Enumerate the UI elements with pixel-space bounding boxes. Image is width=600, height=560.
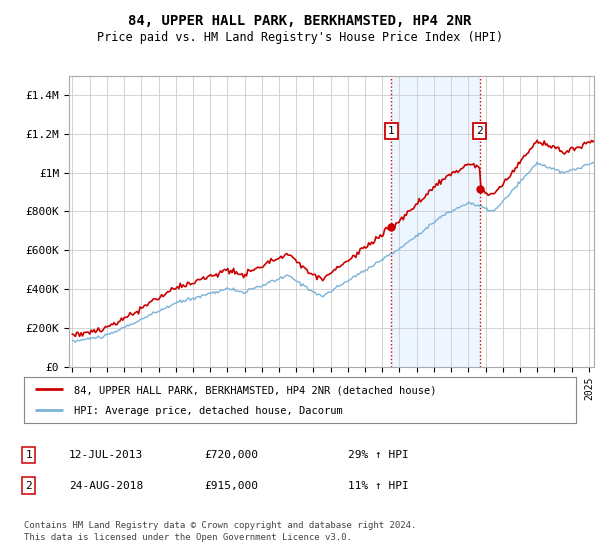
Text: 1: 1: [25, 450, 32, 460]
Text: 1: 1: [388, 126, 395, 136]
Text: £720,000: £720,000: [204, 450, 258, 460]
Text: 29% ↑ HPI: 29% ↑ HPI: [348, 450, 409, 460]
Text: 84, UPPER HALL PARK, BERKHAMSTED, HP4 2NR: 84, UPPER HALL PARK, BERKHAMSTED, HP4 2N…: [128, 14, 472, 28]
Text: 84, UPPER HALL PARK, BERKHAMSTED, HP4 2NR (detached house): 84, UPPER HALL PARK, BERKHAMSTED, HP4 2N…: [74, 385, 436, 395]
Text: HPI: Average price, detached house, Dacorum: HPI: Average price, detached house, Daco…: [74, 407, 343, 416]
Text: 11% ↑ HPI: 11% ↑ HPI: [348, 480, 409, 491]
Text: This data is licensed under the Open Government Licence v3.0.: This data is licensed under the Open Gov…: [24, 533, 352, 543]
Text: 24-AUG-2018: 24-AUG-2018: [69, 480, 143, 491]
Text: £915,000: £915,000: [204, 480, 258, 491]
Text: Price paid vs. HM Land Registry's House Price Index (HPI): Price paid vs. HM Land Registry's House …: [97, 31, 503, 44]
Text: 12-JUL-2013: 12-JUL-2013: [69, 450, 143, 460]
Text: 2: 2: [25, 480, 32, 491]
Text: Contains HM Land Registry data © Crown copyright and database right 2024.: Contains HM Land Registry data © Crown c…: [24, 521, 416, 530]
Text: 2: 2: [476, 126, 483, 136]
